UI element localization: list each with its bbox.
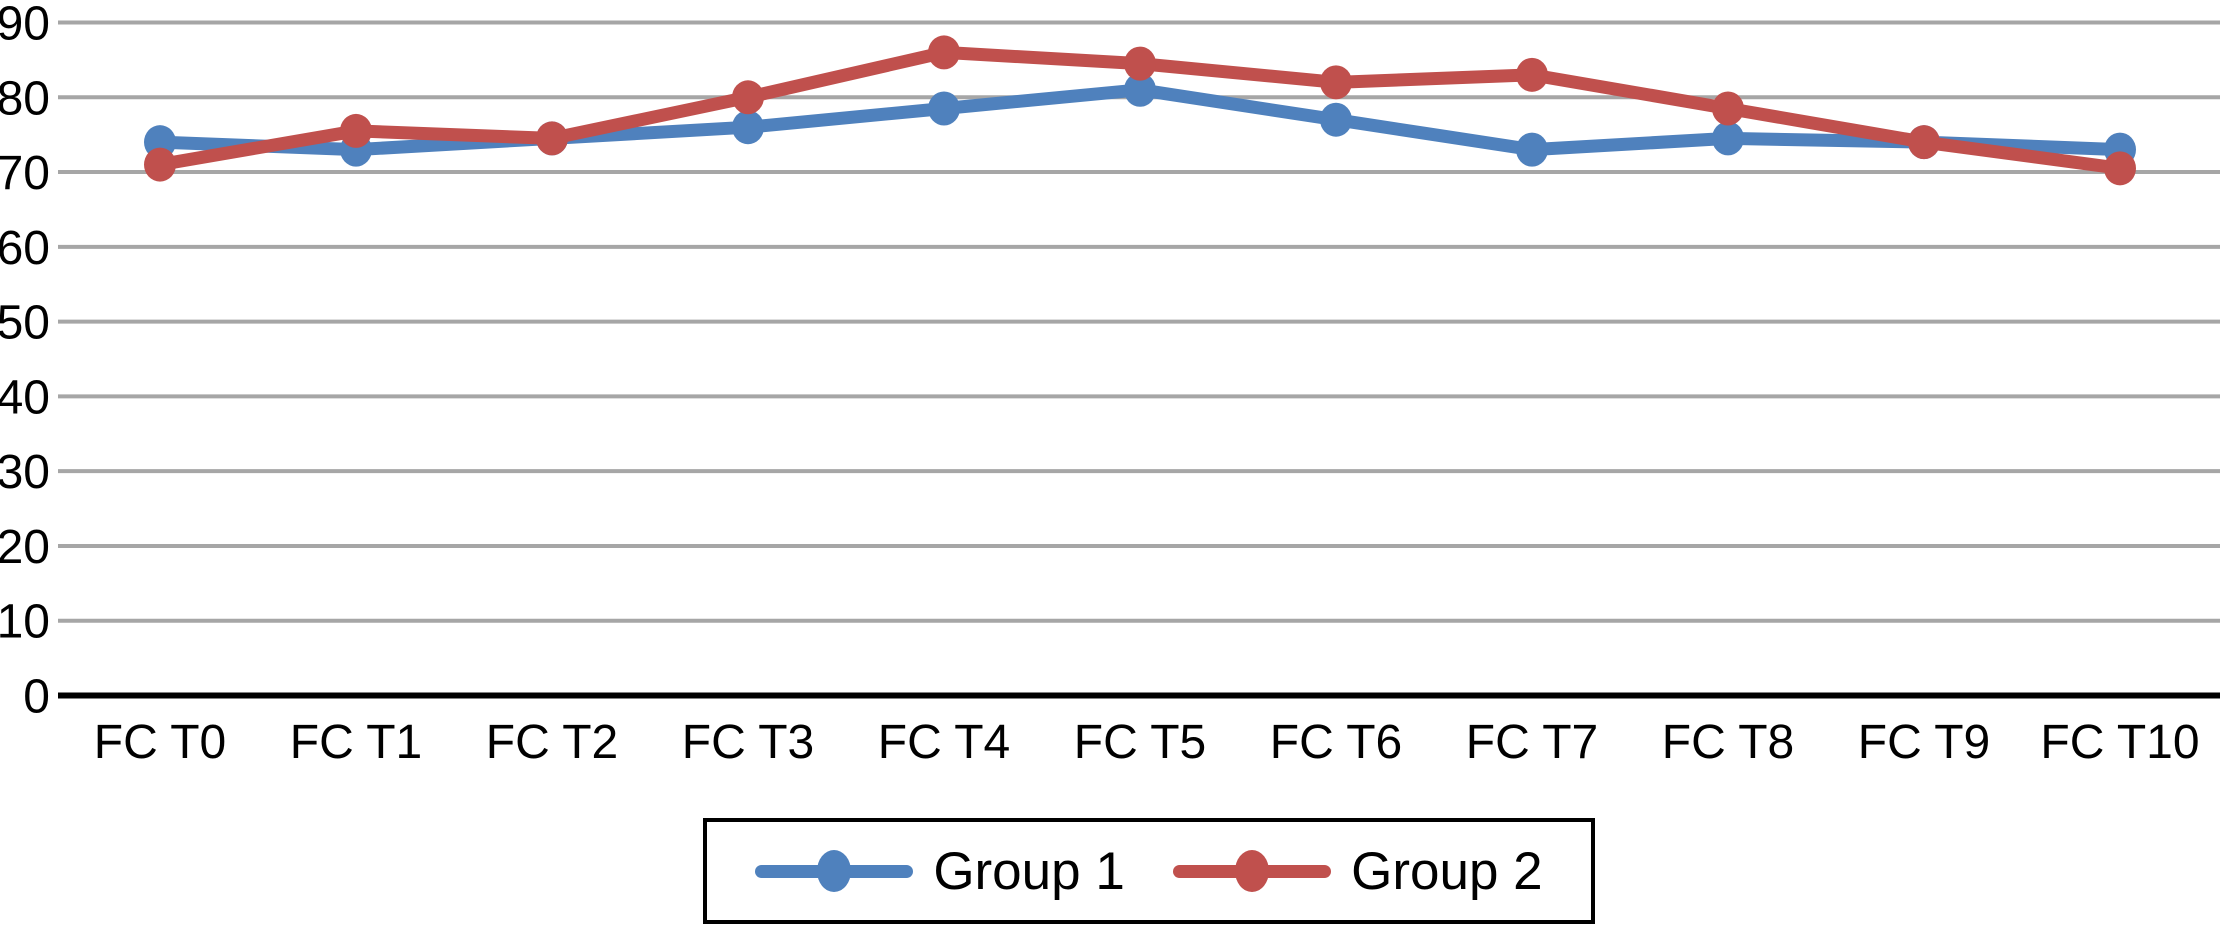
y-axis-tick-label: 90	[0, 0, 50, 51]
legend-label-group-1: Group 1	[933, 841, 1125, 901]
y-axis-tick-label: 0	[23, 671, 50, 724]
x-axis-category-label: FC T8	[1662, 716, 1794, 769]
data-point-group-1-fc-t4	[928, 91, 960, 126]
data-point-group-2-fc-t2	[536, 121, 568, 156]
y-axis-tick-label: 10	[0, 596, 50, 649]
data-point-group-2-fc-t3	[732, 80, 764, 115]
x-axis-category-label: FC T6	[1270, 716, 1402, 769]
y-axis-tick-label: 40	[0, 371, 50, 424]
y-axis-tick-label: 20	[0, 521, 50, 574]
data-point-group-2-fc-t9	[1908, 125, 1940, 160]
data-point-group-1-fc-t6	[1320, 102, 1352, 137]
y-axis-tick-label: 30	[0, 446, 50, 499]
data-point-group-1-fc-t7	[1516, 132, 1548, 167]
y-axis-tick-label: 80	[0, 72, 50, 125]
legend-label-group-2: Group 2	[1351, 841, 1543, 901]
data-point-group-2-fc-t10	[2104, 151, 2136, 186]
x-axis-category-label: FC T4	[878, 716, 1010, 769]
data-point-group-2-fc-t7	[1516, 57, 1548, 92]
x-axis-category-label: FC T3	[682, 716, 814, 769]
x-axis-category-label: FC T1	[290, 716, 422, 769]
data-point-group-1-fc-t8	[1712, 121, 1744, 156]
data-point-group-2-fc-t5	[1124, 46, 1156, 81]
x-axis-category-label: FC T10	[2040, 716, 2199, 769]
x-axis-category-label: FC T0	[94, 716, 226, 769]
data-point-group-2-fc-t8	[1712, 91, 1744, 126]
data-point-group-1-fc-t5	[1124, 72, 1156, 107]
x-axis-category-label: FC T5	[1074, 716, 1206, 769]
data-point-group-2-fc-t0	[144, 147, 176, 182]
data-point-group-2-fc-t6	[1320, 65, 1352, 100]
legend: Group 1 Group 2	[703, 818, 1595, 924]
x-axis-category-label: FC T9	[1858, 716, 1990, 769]
data-point-group-2-fc-t4	[928, 35, 960, 70]
x-axis-category-label: FC T2	[486, 716, 618, 769]
y-axis-tick-label: 50	[0, 297, 50, 350]
chart-plot-area: 0 10 20 30 40 50 60 70 80 90 FC T0 FC T1 FC T2 FC T3 F…	[0, 0, 2220, 769]
x-axis-category-label: FC T7	[1466, 716, 1598, 769]
legend-item-group-2: Group 2	[1173, 845, 1543, 898]
y-axis-tick-label: 70	[0, 147, 50, 200]
legend-item-group-1: Group 1	[755, 845, 1125, 898]
data-point-group-2-fc-t1	[340, 113, 372, 148]
group-1-line-marker-icon	[755, 850, 914, 892]
group-2-line-marker-icon	[1173, 850, 1332, 892]
data-point-group-1-fc-t3	[732, 110, 764, 145]
y-axis-tick-label: 60	[0, 222, 50, 275]
